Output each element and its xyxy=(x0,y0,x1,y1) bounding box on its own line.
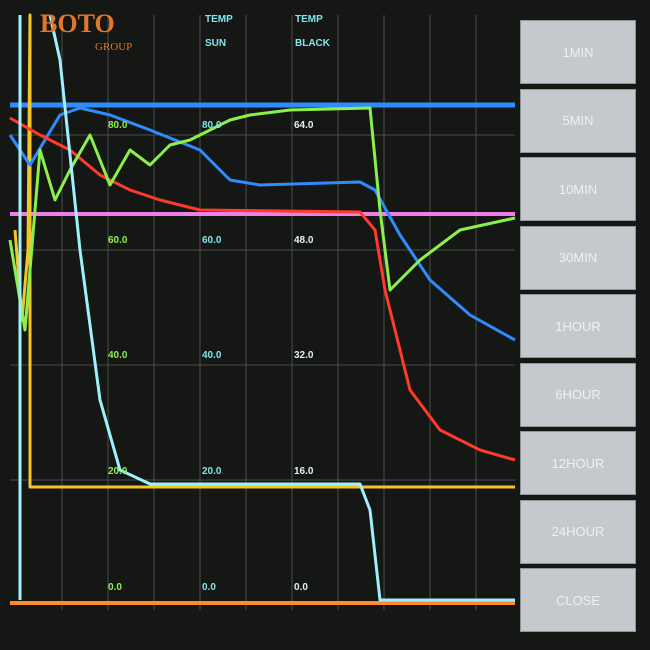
scale-label: 80.0 xyxy=(202,120,222,131)
scale-label: 0.0 xyxy=(202,582,216,593)
scale-label: 20.0 xyxy=(108,466,128,477)
scale-label: 0.0 xyxy=(108,582,122,593)
scale-label: 64.0 xyxy=(294,120,314,131)
range-button[interactable]: 12HOUR xyxy=(520,431,636,495)
scale-label: 60.0 xyxy=(108,235,128,246)
range-button[interactable]: 30MIN xyxy=(520,225,636,290)
scale-label: 0.0 xyxy=(294,582,308,593)
range-button[interactable]: 6HOUR xyxy=(520,362,636,427)
scale-label: 16.0 xyxy=(294,466,314,477)
range-button[interactable]: 10MIN xyxy=(520,157,636,221)
range-button[interactable]: 1HOUR xyxy=(520,294,636,358)
logo-group: GROUP xyxy=(95,41,132,53)
scale-label: 48.0 xyxy=(294,235,314,246)
header-label: BLACK xyxy=(295,38,331,49)
grid xyxy=(10,15,515,610)
scale-label: 32.0 xyxy=(294,350,314,361)
range-button[interactable]: 24HOUR xyxy=(520,499,636,564)
range-button[interactable]: 5MIN xyxy=(520,88,636,153)
header-label: TEMP xyxy=(295,14,323,25)
scale-label: 20.0 xyxy=(202,466,222,477)
range-button[interactable]: 1MIN xyxy=(520,20,636,84)
scale-label: 40.0 xyxy=(202,350,222,361)
scale-label: 40.0 xyxy=(108,350,128,361)
logo-brand: BOTO xyxy=(40,9,115,38)
range-button[interactable]: CLOSE xyxy=(520,568,636,632)
curves xyxy=(8,13,516,605)
scale-label: 80.0 xyxy=(108,120,128,131)
header-label: SUN xyxy=(205,38,226,49)
scale-label: 60.0 xyxy=(202,235,222,246)
header-label: TEMP xyxy=(205,14,233,25)
